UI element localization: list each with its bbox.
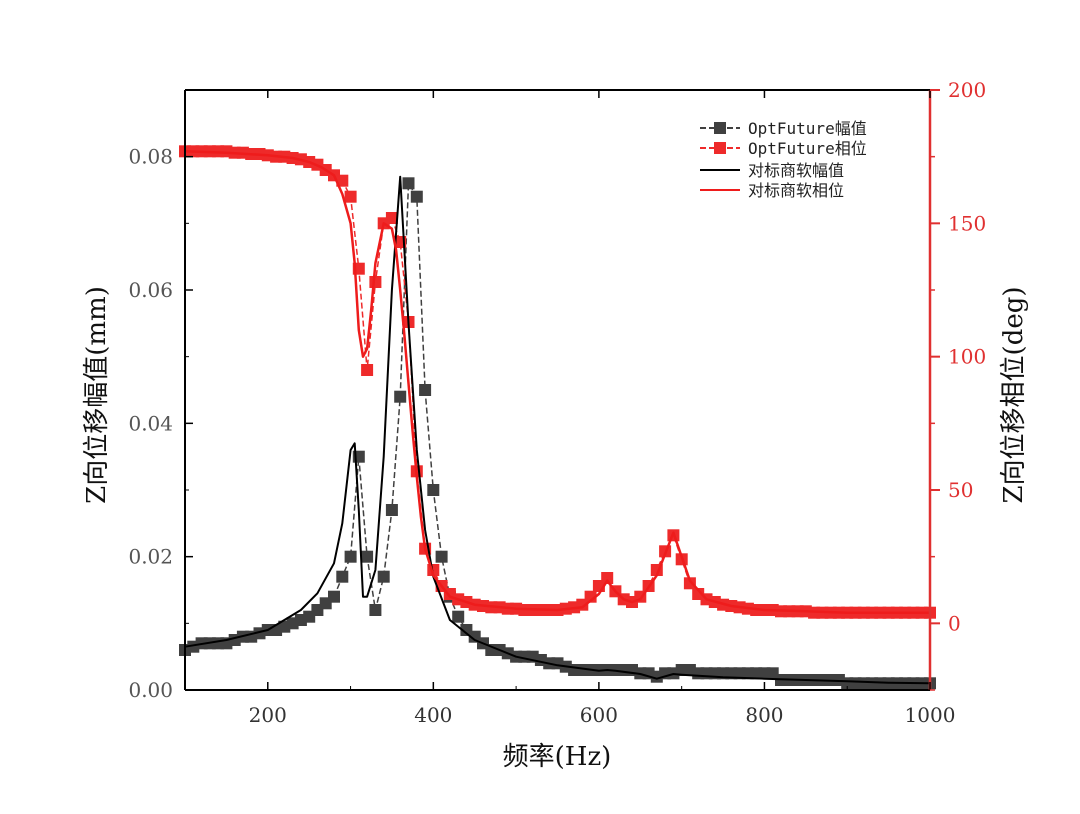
- data-point-marker: [361, 550, 374, 563]
- data-point-marker: [427, 484, 440, 496]
- svg-text:对标商软相位: 对标商软相位: [748, 181, 844, 200]
- data-point-marker: [402, 177, 415, 190]
- svg-text:OptFuture幅值: OptFuture幅值: [748, 119, 867, 138]
- x-tick-label: 600: [580, 703, 618, 727]
- legend-square-marker: [714, 122, 726, 134]
- ticks-layer: 200 400 600 800 1000 0.00 0.02 0.04 0.06 0.08 0 50 1…: [128, 78, 986, 727]
- data-point-marker: [336, 174, 349, 187]
- y-left-tick-label: 0.02: [128, 545, 173, 569]
- legend-item-benchmark-amplitude: 对标商软幅值: [700, 161, 844, 180]
- series-1: [179, 145, 936, 619]
- x-tick-label: 200: [249, 703, 287, 727]
- y-right-tick-label: 200: [948, 78, 986, 102]
- y-left-tick-label: 0.06: [128, 278, 173, 302]
- y-left-tick-label: 0.00: [128, 678, 173, 702]
- series-line: [185, 150, 930, 614]
- series-line: [184, 175, 931, 685]
- svg-text:OptFuture相位: OptFuture相位: [748, 139, 867, 158]
- data-point-marker: [328, 590, 340, 603]
- y-right-tick-label: 0: [948, 611, 961, 635]
- data-point-marker: [419, 384, 432, 396]
- data-point-marker: [435, 550, 448, 563]
- data-point-marker: [394, 390, 407, 403]
- series-2: [184, 175, 931, 685]
- x-tick-label: 1000: [905, 703, 956, 727]
- data-point-marker: [385, 212, 398, 224]
- data-point-marker: [369, 276, 382, 288]
- data-point-marker: [336, 570, 349, 583]
- data-point-marker: [683, 577, 696, 590]
- data-point-marker: [601, 572, 614, 584]
- data-point-marker: [344, 550, 357, 563]
- series-3: [184, 150, 930, 614]
- data-point-marker: [377, 570, 390, 583]
- data-point-marker: [452, 610, 465, 623]
- y-right-tick-label: 100: [948, 345, 986, 369]
- y-left-tick-label: 0.04: [128, 411, 173, 435]
- legend-item-optfuture-phase: OptFuture相位: [700, 139, 867, 158]
- data-point-marker: [410, 190, 423, 203]
- x-axis-title: 频率(Hz): [503, 742, 612, 772]
- svg-text:对标商软幅值: 对标商软幅值: [748, 161, 844, 180]
- legend: OptFuture幅值 OptFuture相位 对标商软幅值 对标商软相位: [700, 119, 867, 200]
- series-line: [184, 150, 930, 614]
- series-layer: [179, 145, 936, 690]
- y-left-axis-title: Z向位移幅值(mm): [82, 286, 112, 504]
- y-left-tick-label: 0.08: [128, 145, 173, 169]
- y-right-axis-title: Z向位移相位(deg): [999, 286, 1029, 503]
- legend-item-benchmark-phase: 对标商软相位: [700, 181, 844, 200]
- y-right-tick-label: 50: [948, 478, 973, 502]
- data-point-marker: [369, 604, 382, 616]
- legend-square-marker: [714, 142, 726, 154]
- data-point-marker: [344, 190, 357, 203]
- x-tick-label: 800: [745, 703, 783, 727]
- y-right-tick-label: 150: [948, 211, 986, 235]
- data-point-marker: [361, 364, 374, 376]
- x-tick-label: 400: [414, 703, 452, 727]
- data-point-marker: [385, 504, 398, 516]
- legend-item-optfuture-amplitude: OptFuture幅值: [700, 119, 867, 138]
